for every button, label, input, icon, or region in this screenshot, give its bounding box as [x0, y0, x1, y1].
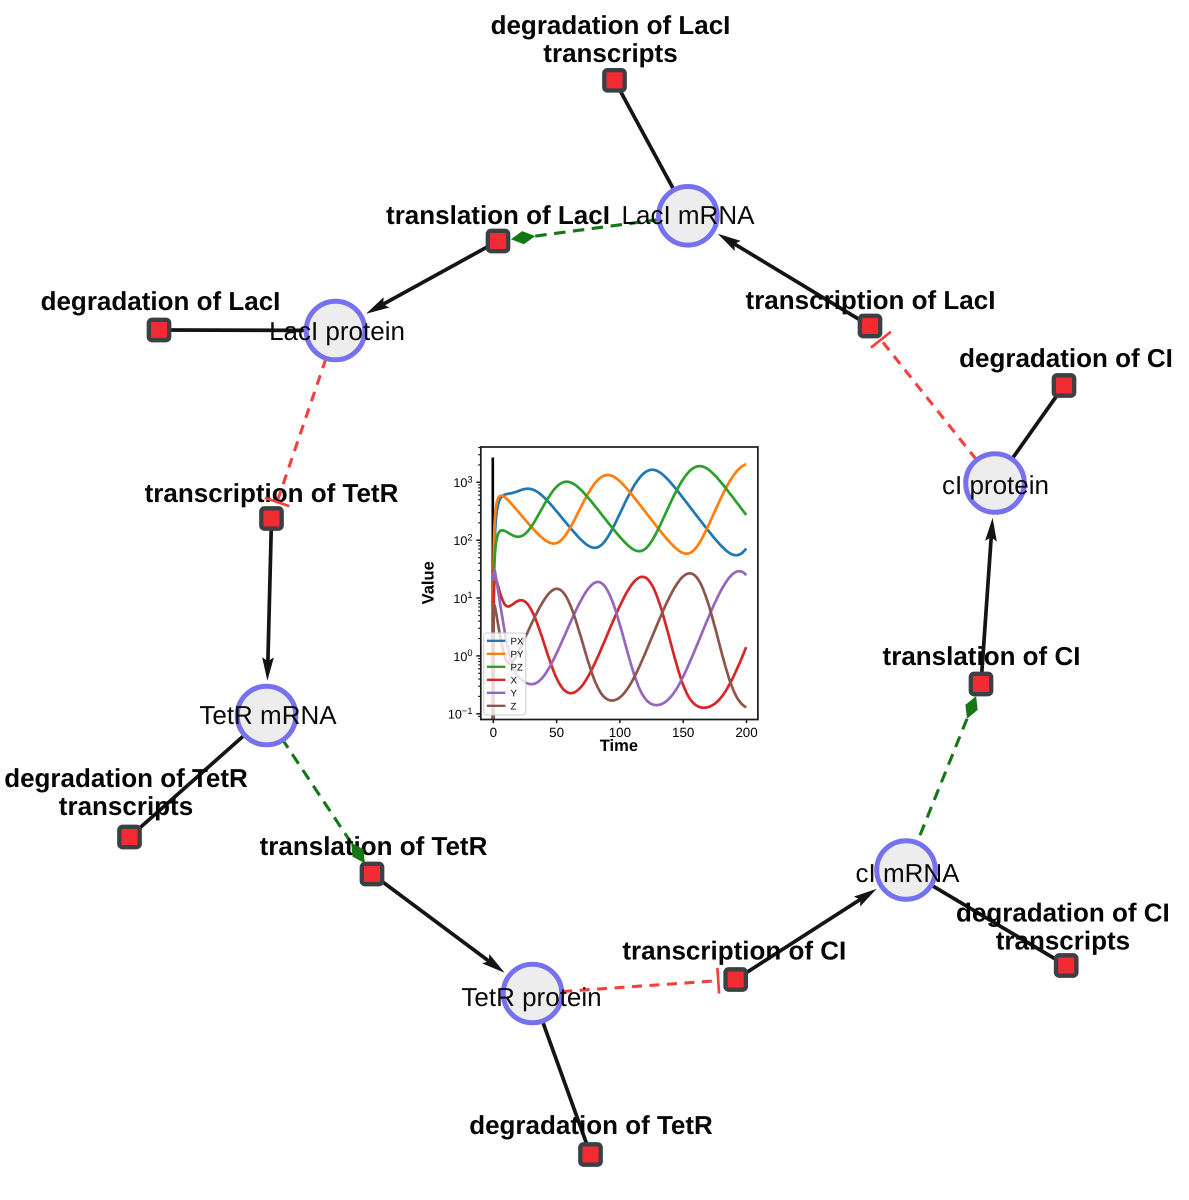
- svg-text:cI mRNA: cI mRNA: [856, 858, 961, 888]
- svg-text:transcription of CI: transcription of CI: [622, 936, 846, 966]
- svg-text:LacI protein: LacI protein: [269, 316, 405, 346]
- svg-text:X: X: [511, 676, 518, 687]
- svg-text:translation of TetR: translation of TetR: [260, 831, 488, 861]
- svg-text:TetR protein: TetR protein: [461, 982, 601, 1012]
- svg-text:degradation of CI: degradation of CI: [956, 898, 1170, 928]
- svg-text:Y: Y: [511, 689, 518, 700]
- svg-text:200: 200: [735, 725, 757, 740]
- svg-text:PX: PX: [511, 637, 524, 648]
- svg-text:Value: Value: [420, 561, 438, 604]
- svg-text:100: 100: [609, 725, 631, 740]
- svg-text:150: 150: [672, 725, 694, 740]
- svg-text:0: 0: [490, 725, 497, 740]
- svg-text:degradation of TetR: degradation of TetR: [469, 1110, 713, 1140]
- svg-text:translation of LacI: translation of LacI: [386, 200, 610, 230]
- svg-text:Z: Z: [511, 702, 517, 713]
- svg-text:transcripts: transcripts: [543, 38, 677, 68]
- svg-text:translation of CI: translation of CI: [883, 641, 1081, 671]
- svg-text:degradation of CI: degradation of CI: [959, 343, 1173, 373]
- svg-text:degradation of LacI: degradation of LacI: [41, 286, 281, 316]
- svg-text:degradation of TetR: degradation of TetR: [4, 763, 248, 793]
- svg-text:cI protein: cI protein: [942, 470, 1049, 500]
- svg-text:PY: PY: [511, 650, 524, 661]
- svg-text:transcripts: transcripts: [59, 791, 193, 821]
- svg-text:transcripts: transcripts: [996, 926, 1130, 956]
- svg-text:transcription of LacI: transcription of LacI: [746, 285, 996, 315]
- svg-text:TetR mRNA: TetR mRNA: [199, 700, 337, 730]
- svg-text:50: 50: [549, 725, 564, 740]
- svg-text:LacI mRNA: LacI mRNA: [622, 200, 756, 230]
- svg-text:degradation of LacI: degradation of LacI: [491, 10, 731, 40]
- svg-text:transcription of TetR: transcription of TetR: [145, 478, 399, 508]
- svg-text:Time: Time: [600, 737, 638, 755]
- svg-text:PZ: PZ: [511, 663, 523, 674]
